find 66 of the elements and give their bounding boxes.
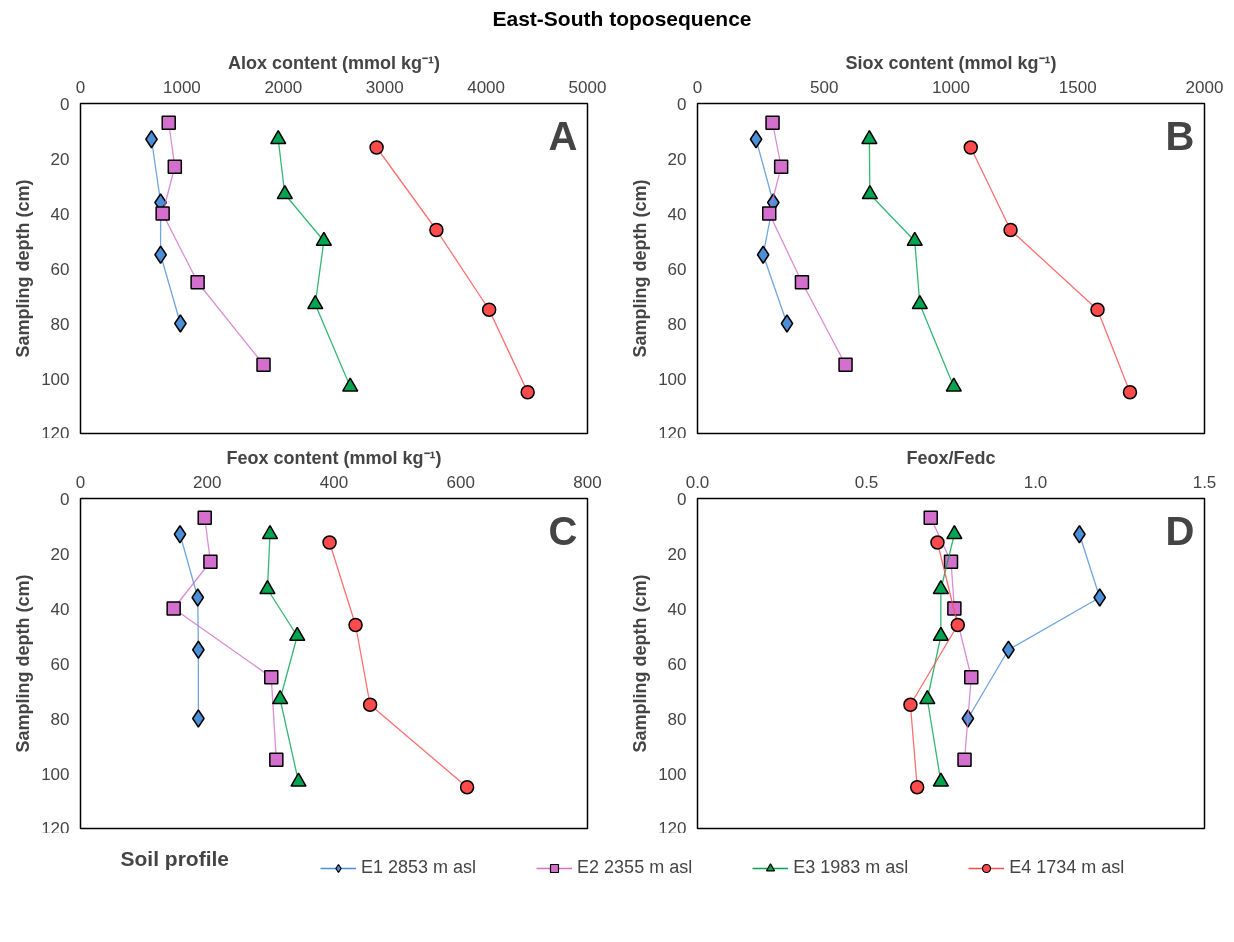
y-tick-label: 100 (658, 369, 687, 389)
x-axis-title: Alox content (mmol kg⁻¹) (228, 52, 440, 73)
y-tick-label: 0 (60, 94, 70, 114)
legend-label: E4 1734 m asl (1009, 857, 1125, 878)
y-tick-label: 80 (50, 709, 70, 729)
x-tick-label: 1500 (1058, 77, 1097, 97)
y-tick-label: 60 (50, 654, 70, 674)
annotation: D (1165, 508, 1195, 553)
x-tick-label: 0 (75, 77, 86, 97)
x-axis-title: Feox content (mmol kg⁻¹) (226, 447, 442, 468)
x-tick-label: 2000 (1185, 77, 1224, 97)
x-tick-label: 400 (319, 472, 349, 492)
y-axis-title: Sampling depth (cm) (630, 179, 651, 358)
y-tick-label: 20 (50, 149, 70, 169)
legend-label: E1 2853 m asl (361, 857, 477, 878)
y-tick-label: 80 (50, 314, 70, 334)
y-tick-label: 0 (677, 94, 687, 114)
y-tick-label: 60 (667, 654, 687, 674)
y-tick-label: 40 (50, 599, 70, 619)
y-tick-label: 0 (677, 489, 687, 509)
x-tick-label: 2000 (264, 77, 303, 97)
x-tick-label: 1000 (162, 77, 201, 97)
annotation: B (1165, 113, 1195, 158)
x-tick-label: 0 (692, 77, 703, 97)
x-tick-label: 1.0 (1023, 472, 1048, 492)
y-tick-label: 20 (50, 544, 70, 564)
y-tick-label: 60 (667, 259, 687, 279)
y-tick-label: 60 (50, 259, 70, 279)
y-tick-label: 120 (658, 818, 687, 838)
annotation: A (548, 113, 578, 158)
y-tick-label: 100 (658, 764, 687, 784)
x-tick-label: 0 (75, 472, 86, 492)
x-tick-label: 3000 (365, 77, 404, 97)
y-tick-label: 120 (41, 423, 70, 443)
y-tick-label: 20 (667, 544, 687, 564)
x-tick-label: 500 (810, 77, 839, 97)
x-tick-label: 1000 (932, 77, 970, 97)
chart-title: East-South toposequence (492, 6, 752, 32)
x-tick-label: 800 (573, 472, 602, 492)
y-tick-label: 40 (667, 599, 687, 619)
y-tick-label: 40 (50, 204, 70, 224)
x-tick-label: 5000 (568, 77, 607, 97)
y-tick-label: 40 (667, 204, 687, 224)
x-tick-label: 600 (446, 472, 475, 492)
y-axis-title: Sampling depth (cm) (630, 574, 651, 753)
y-tick-label: 0 (60, 489, 70, 509)
x-axis-title: Feox/Fedc (906, 447, 996, 468)
x-tick-label: 4000 (467, 77, 506, 97)
x-tick-label: 200 (193, 472, 222, 492)
y-axis-title: Sampling depth (cm) (13, 179, 34, 358)
y-tick-label: 80 (667, 314, 687, 334)
y-tick-label: 120 (658, 423, 687, 443)
y-tick-label: 120 (41, 818, 70, 838)
legend-title: Soil profile (120, 847, 230, 870)
y-axis-title: Sampling depth (cm) (13, 574, 34, 753)
y-tick-label: 100 (41, 369, 70, 389)
x-tick-label: 0.5 (854, 472, 879, 492)
x-tick-label: 1.5 (1192, 472, 1217, 492)
annotation: C (548, 508, 578, 553)
x-tick-label: 0.0 (685, 472, 710, 492)
legend-label: E3 1983 m asl (793, 857, 909, 878)
x-axis-title: Siox content (mmol kg⁻¹) (845, 52, 1057, 73)
legend-label: E2 2355 m asl (577, 857, 693, 878)
y-tick-label: 80 (667, 709, 687, 729)
y-tick-label: 20 (667, 149, 687, 169)
y-tick-label: 100 (41, 764, 70, 784)
